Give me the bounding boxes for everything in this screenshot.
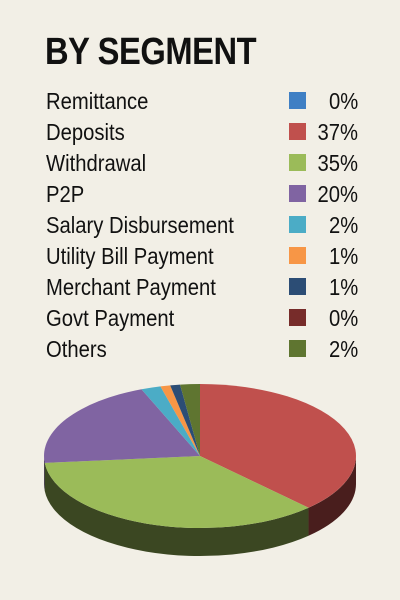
legend-label: Utility Bill Payment xyxy=(46,243,214,269)
legend-label: P2P xyxy=(46,181,85,207)
pie-slice-side xyxy=(308,456,356,536)
legend-swatch xyxy=(289,154,306,171)
legend-value: 37% xyxy=(317,119,358,145)
legend-value: 35% xyxy=(317,150,358,176)
chart-title: BY SEGMENT xyxy=(45,31,257,73)
legend-label: Withdrawal xyxy=(46,150,147,176)
legend-item: Remittance 0% xyxy=(46,86,358,117)
legend-swatch xyxy=(289,247,306,264)
legend-swatch xyxy=(289,278,306,295)
pie-slice xyxy=(160,385,200,456)
legend-swatch xyxy=(289,123,306,140)
legend-value: 1% xyxy=(328,243,358,269)
pie-slice xyxy=(170,384,200,456)
legend-label: Remittance xyxy=(46,88,149,114)
legend-label: Govt Payment xyxy=(46,305,175,331)
pie-slice xyxy=(141,386,200,456)
pie-slice xyxy=(44,389,201,463)
legend-item: Withdrawal 35% xyxy=(46,148,358,179)
legend-value: 2% xyxy=(328,336,358,362)
legend-label: Deposits xyxy=(46,119,125,145)
legend-item: Deposits 37% xyxy=(46,117,358,148)
legend-value: 20% xyxy=(317,181,358,207)
legend-label: Salary Disbursement xyxy=(46,212,234,238)
legend-swatch xyxy=(289,216,306,233)
legend-label: Others xyxy=(46,336,107,362)
legend-value: 1% xyxy=(328,274,358,300)
pie-slice-side xyxy=(44,456,45,491)
legend-item: Utility Bill Payment 1% xyxy=(46,241,358,272)
legend-item: Salary Disbursement 2% xyxy=(46,210,358,241)
legend-label: Merchant Payment xyxy=(46,274,216,300)
legend-swatch xyxy=(289,340,306,357)
legend-swatch xyxy=(289,92,306,109)
pie-slice xyxy=(180,384,200,456)
pie-slice xyxy=(200,384,356,508)
legend-item: P2P 20% xyxy=(46,179,358,210)
chart-legend: Remittance 0% Deposits 37% Withdrawal 35% P2P 2… xyxy=(46,86,358,365)
legend-item: Govt Payment 0% xyxy=(46,303,358,334)
legend-swatch xyxy=(289,309,306,326)
legend-item: Others 2% xyxy=(46,334,358,365)
legend-item: Merchant Payment 1% xyxy=(46,272,358,303)
pie-chart xyxy=(44,384,356,556)
legend-value: 0% xyxy=(328,88,358,114)
legend-value: 0% xyxy=(328,305,358,331)
legend-value: 2% xyxy=(328,212,358,238)
pie-slice-side xyxy=(44,462,309,556)
legend-swatch xyxy=(289,185,306,202)
pie-slice xyxy=(44,456,309,528)
